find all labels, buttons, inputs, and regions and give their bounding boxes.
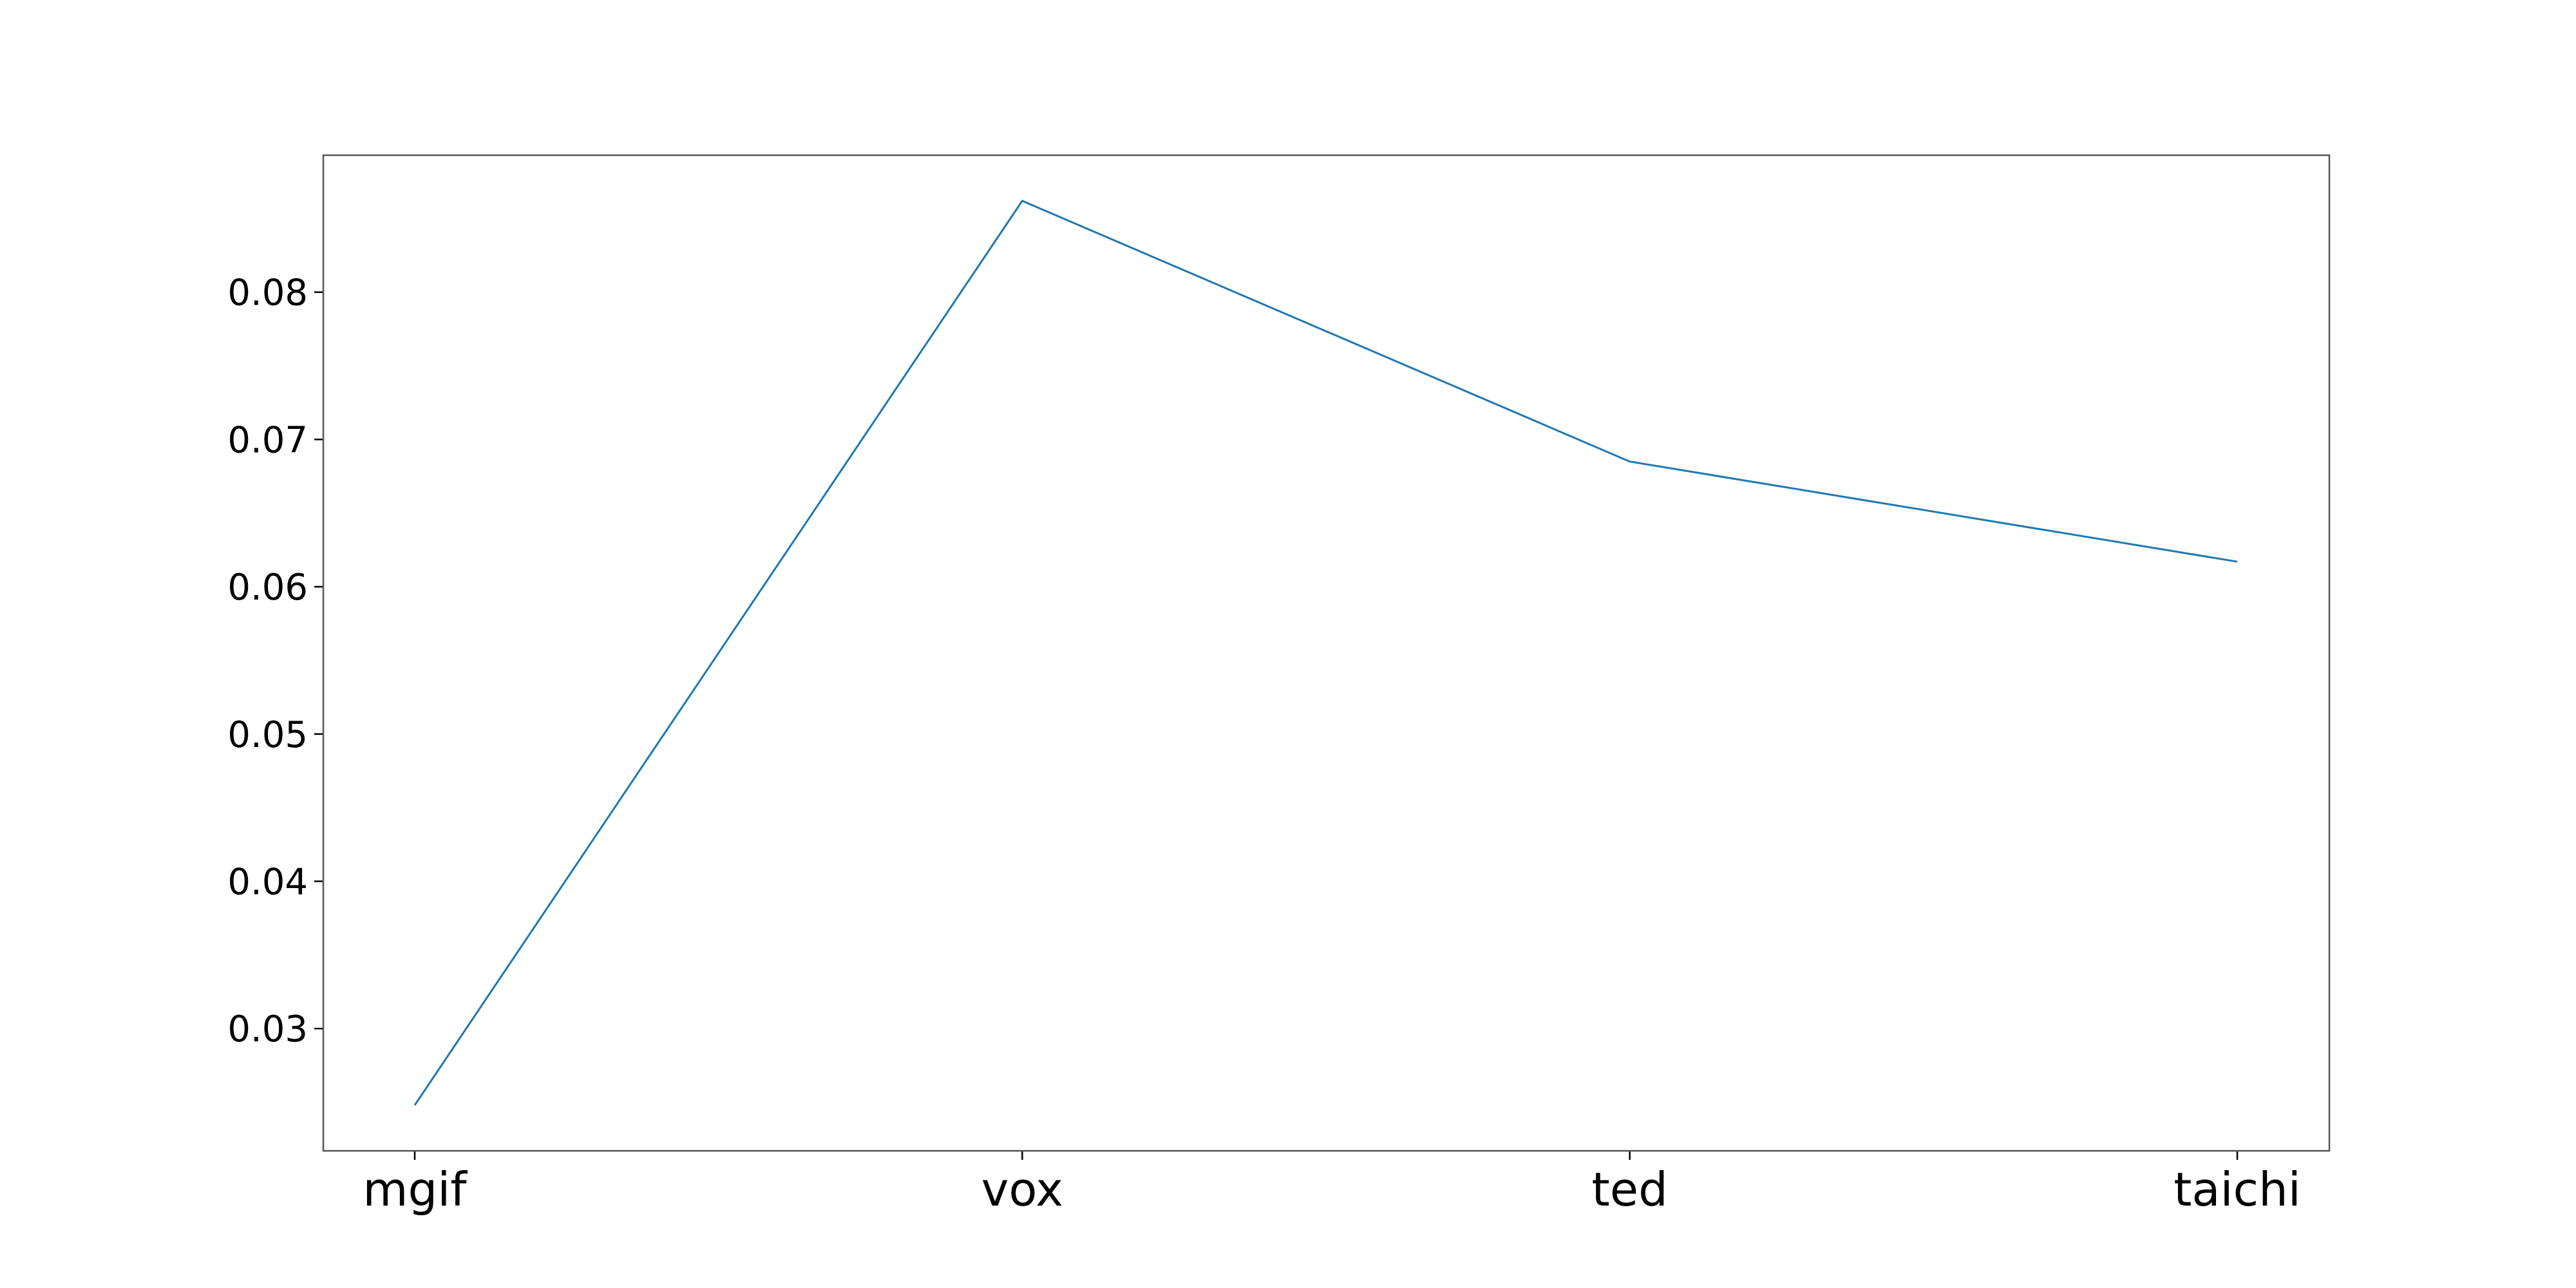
x-axis-ticks: mgif vox ted taichi: [363, 1151, 2301, 1217]
x-tick-label-mgif: mgif: [363, 1162, 468, 1217]
x-tick-label-taichi: taichi: [2174, 1162, 2301, 1217]
y-axis-ticks: 0.03 0.04 0.05 0.06 0.07 0.08: [227, 272, 323, 1050]
y-tick-label: 0.05: [227, 714, 308, 756]
series-line-0: [413, 200, 2238, 1106]
y-tick-label: 0.07: [227, 419, 308, 461]
y-tick-label: 0.04: [227, 861, 308, 903]
y-tick-label: 0.03: [227, 1009, 308, 1050]
plot-area-frame: [322, 154, 2331, 1152]
y-tick-label: 0.06: [227, 567, 308, 609]
series-layer: [413, 200, 2238, 1106]
y-tick-label: 0.08: [227, 272, 308, 314]
x-tick-label-vox: vox: [981, 1162, 1063, 1217]
x-tick-label-ted: ted: [1592, 1162, 1668, 1217]
